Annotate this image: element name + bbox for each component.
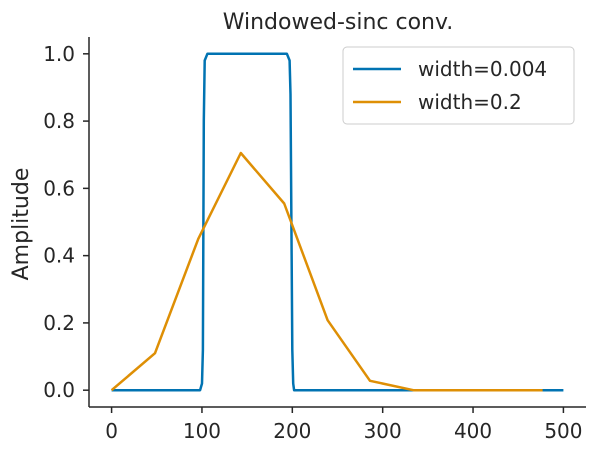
series-line-width-0.004 xyxy=(111,52,564,392)
legend-label-width-0.004: width=0.004 xyxy=(418,57,547,81)
x-tick-label: 200 xyxy=(273,419,311,443)
y-tick-label: 1.0 xyxy=(43,42,75,66)
x-tick-label: 400 xyxy=(454,419,492,443)
y-tick-label: 0.0 xyxy=(43,378,75,402)
chart-title: Windowed-sinc conv. xyxy=(223,10,454,35)
y-tick-label: 0.4 xyxy=(43,244,75,268)
x-tick-label: 100 xyxy=(183,419,221,443)
y-tick-label: 0.6 xyxy=(43,176,75,200)
legend: width=0.004 width=0.2 xyxy=(342,46,575,125)
series-line-width-0.2 xyxy=(110,151,543,392)
y-tick-label: 0.2 xyxy=(43,311,75,335)
y-axis-label: Amplitude xyxy=(9,168,34,281)
x-axis-ticks: 0 100 200 300 400 500 xyxy=(105,407,583,443)
plot-area xyxy=(110,52,564,392)
x-tick-label: 500 xyxy=(544,419,582,443)
y-tick-label: 0.8 xyxy=(43,109,75,133)
x-tick-label: 300 xyxy=(364,419,402,443)
x-tick-label: 0 xyxy=(105,419,118,443)
y-axis-ticks: 0.0 0.2 0.4 0.6 0.8 1.0 xyxy=(43,42,89,402)
legend-box xyxy=(342,46,575,125)
legend-label-width-0.2: width=0.2 xyxy=(418,90,522,114)
